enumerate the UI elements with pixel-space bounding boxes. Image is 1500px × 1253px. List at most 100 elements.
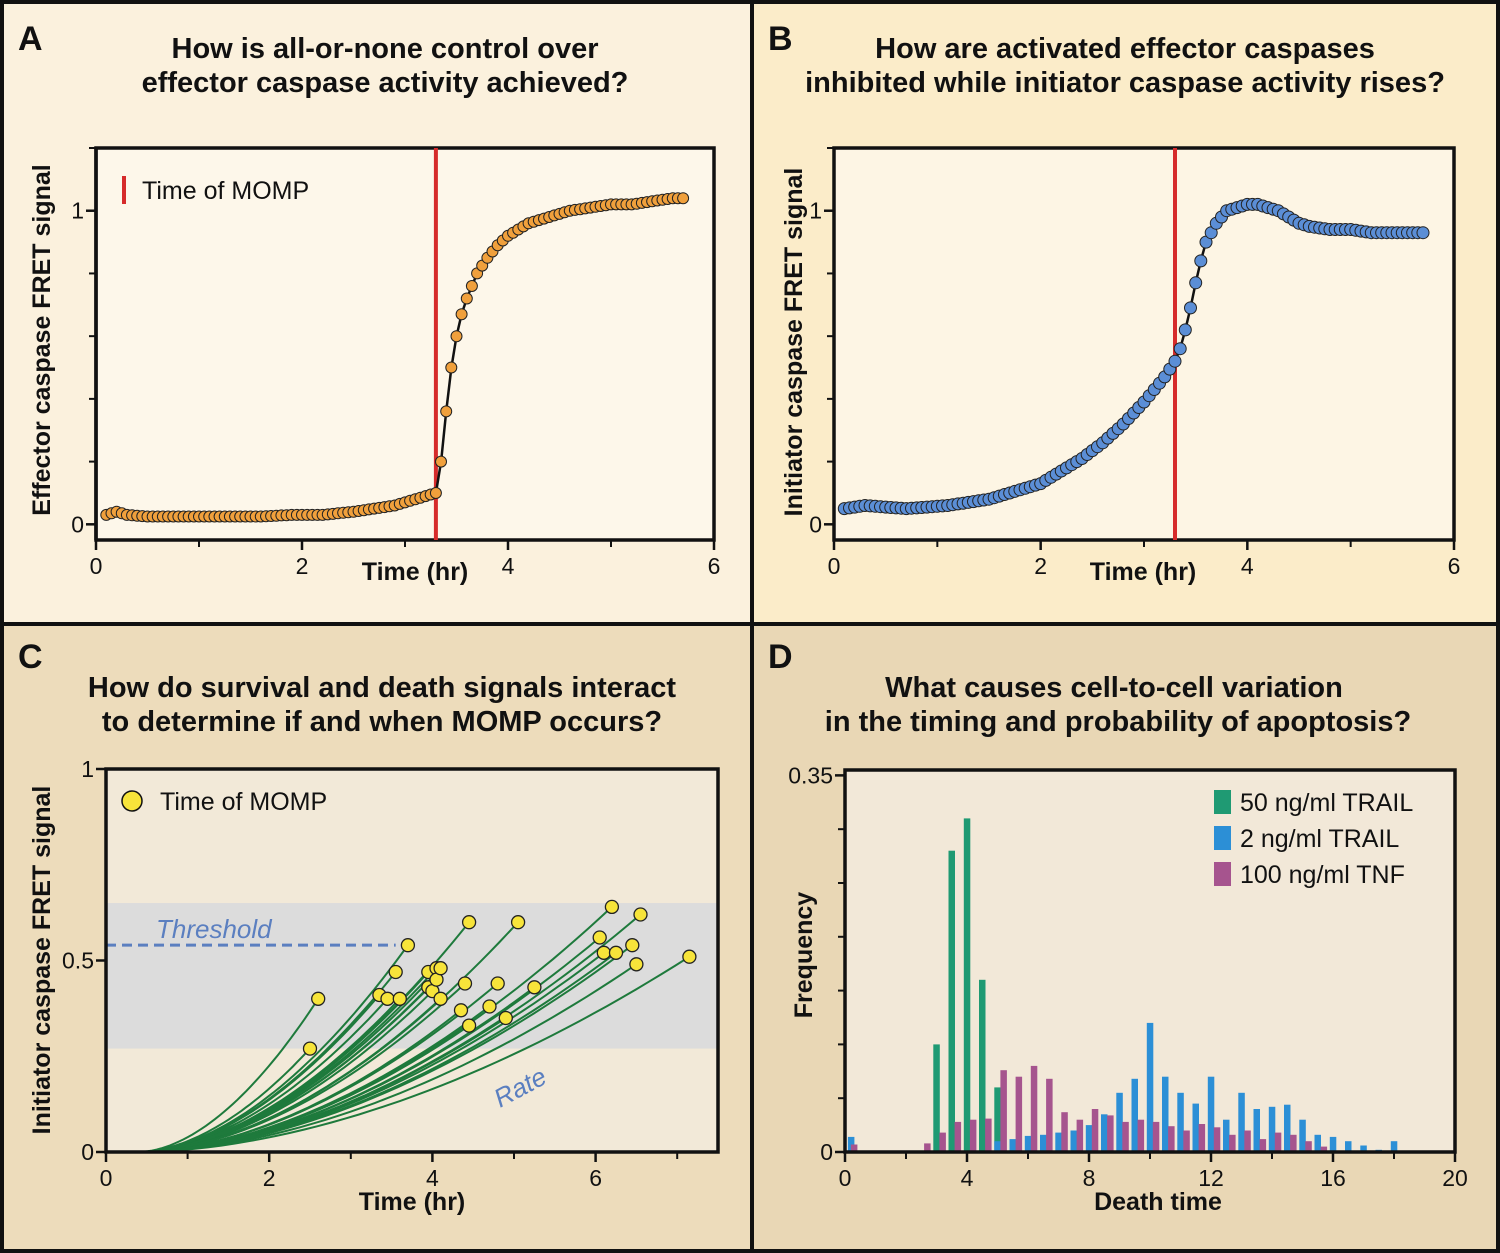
panel-a-ylabel: Effector caspase FRET signal — [28, 164, 56, 516]
panel-c-legend-label: Time of MOMP — [160, 788, 327, 816]
panel-a-legend-label: Time of MOMP — [142, 177, 309, 205]
panel-d-ytick-label: 0 — [820, 1139, 833, 1165]
panel-a-plot-area — [94, 146, 716, 542]
panel-b-plot-area — [832, 146, 1456, 542]
panel-d-letter: D — [768, 638, 793, 676]
panel-c-momp-dot — [498, 1010, 513, 1026]
panel-d-bar-trail2 — [1253, 1109, 1260, 1152]
panel-d-bar-tnf100 — [1244, 1130, 1251, 1152]
panel-c-title-line-1: How do survival and death signals intera… — [88, 672, 677, 704]
panel-a-ytick-label: 0 — [71, 511, 84, 537]
panel-d-bar-tnf100 — [1305, 1141, 1312, 1152]
panel-a-points — [100, 192, 690, 523]
panel-a-point — [440, 405, 453, 418]
panel-d-bar-trail2 — [1238, 1092, 1245, 1152]
panel-c-momp-dot — [608, 945, 624, 960]
panel-d-legend-swatch-trail2 — [1214, 826, 1231, 850]
panel-d-bar-tnf100 — [850, 1144, 858, 1152]
panel-d-bar-tnf100 — [1198, 1124, 1206, 1152]
panel-d-legend-trail50: 50 ng/ml TRAIL — [1240, 789, 1413, 817]
panel-c-ticks: 0 2 4 6 0 0.5 1 — [62, 756, 679, 1191]
panel-d-xtick-label: 8 — [1083, 1165, 1096, 1191]
panel-c-xtick-label: 6 — [589, 1165, 602, 1191]
panel-c-momp-dot — [433, 961, 448, 976]
panel-c-trajectory — [138, 963, 637, 1153]
panel-d-bar-trail2 — [1131, 1078, 1138, 1152]
panel-d-bar-trail2 — [1085, 1125, 1093, 1152]
panel-b-point — [1189, 276, 1203, 290]
panel-d-bar-tnf100 — [924, 1143, 931, 1152]
panel-a-xlabel: Time (hr) — [362, 558, 469, 586]
panel-a-point — [445, 361, 458, 374]
panel-c-trajectory — [138, 913, 642, 1153]
panel-d-bar-trail2 — [994, 1141, 1001, 1152]
panel-c-momp-dot — [482, 999, 497, 1014]
panel-b-point — [1416, 226, 1430, 240]
panel-c-momp-dot — [604, 899, 620, 915]
panel-d-bar-tnf100 — [1000, 1070, 1007, 1152]
panel-c-momp-points — [302, 899, 697, 1056]
panel-d-bar-tnf100 — [1259, 1139, 1267, 1152]
panel-c-momp-dot — [453, 1003, 469, 1018]
panel-a-letter: A — [18, 20, 43, 58]
panel-c-momp-dot — [596, 945, 611, 960]
panel-c-ytick-label: 0.5 — [62, 948, 94, 974]
panel-d-bar-tnf100 — [1152, 1121, 1160, 1152]
panel-b-title-line-2: inhibited while initiator caspase activi… — [805, 67, 1445, 99]
panel-d-bar-tnf100 — [969, 1119, 977, 1152]
panel-d-bar-trail2 — [1162, 1076, 1169, 1152]
panel-c-momp-dot — [682, 949, 697, 964]
panel-b-xtick-label: 2 — [1034, 553, 1047, 579]
panel-d-bar-tnf100 — [1183, 1130, 1190, 1152]
panel-b-point — [1168, 354, 1182, 368]
panel-d-legend: 50 ng/ml TRAIL 2 ng/ml TRAIL 100 ng/ml T… — [1214, 789, 1413, 889]
panel-c-momp-dot — [625, 938, 640, 953]
panel-c-trajectory — [138, 998, 320, 1153]
panel-d-bar-tnf100 — [1229, 1134, 1236, 1152]
panel-d-bar-trail2 — [1024, 1135, 1032, 1152]
panel-d-bar-trail2 — [1101, 1114, 1108, 1152]
panel-a-point — [465, 280, 478, 292]
panel-d-bar-tnf100 — [1320, 1146, 1328, 1152]
panel-c-momp-dot — [302, 1041, 318, 1056]
panel-d-legend-trail2: 2 ng/ml TRAIL — [1240, 825, 1399, 853]
panel-c-legend-dot — [121, 790, 143, 812]
panel-d-xtick-label: 20 — [1442, 1165, 1468, 1191]
panel-d-bar-tnf100 — [1015, 1076, 1023, 1152]
panel-d-bar-tnf100 — [1107, 1115, 1114, 1152]
panel-d-bars — [847, 818, 1398, 1152]
panel-d-legend-tnf100: 100 ng/ml TNF — [1240, 861, 1405, 889]
panel-d-bar-trail50 — [933, 1044, 940, 1152]
panel-a-xtick-label: 2 — [296, 553, 309, 579]
panel-c-ylabel: Initiator caspase FRET signal — [28, 786, 56, 1135]
panel-c-trajectory — [138, 906, 613, 1153]
panel-d-bar-trail2 — [1223, 1119, 1230, 1152]
panel-c-momp-dot — [490, 976, 505, 991]
panel-d-legend-swatch-trail50 — [1214, 790, 1231, 814]
panel-c-momp-dot — [388, 964, 403, 980]
panel-d-bar-trail50 — [994, 1087, 1001, 1152]
panel-b-xtick-label: 6 — [1448, 553, 1461, 579]
panel-c-trajectory — [138, 921, 519, 1153]
panel-d-bar-trail2 — [1345, 1141, 1352, 1152]
panel-d-xlabel: Death time — [1094, 1188, 1222, 1216]
panel-d-ylabel: Frequency — [790, 892, 818, 1019]
panel-a-ticks: 0 2 4 6 0 1 — [71, 147, 720, 579]
panel-c-trajectory — [138, 921, 470, 1153]
panel-d-bar-tnf100 — [1030, 1065, 1038, 1152]
panel-c: C How do survival and death signals inte… — [18, 638, 720, 1216]
panel-a-point — [455, 308, 468, 321]
panel-c-momp-dot — [433, 991, 448, 1006]
panel-c-ytick-label: 1 — [81, 756, 94, 782]
panel-c-letter: C — [18, 638, 43, 676]
panel-b-title-line-1: How are activated effector caspases — [875, 33, 1375, 65]
panel-a-point — [450, 330, 463, 343]
panel-a-ytick-label: 1 — [71, 198, 84, 224]
panel-d-bar-trail2 — [1070, 1130, 1077, 1152]
panel-c-ytick-label: 0 — [81, 1139, 94, 1165]
panel-b-point — [1178, 323, 1192, 337]
panel-d-bar-tnf100 — [1137, 1119, 1145, 1152]
panel-c-momp-dot — [629, 957, 644, 972]
